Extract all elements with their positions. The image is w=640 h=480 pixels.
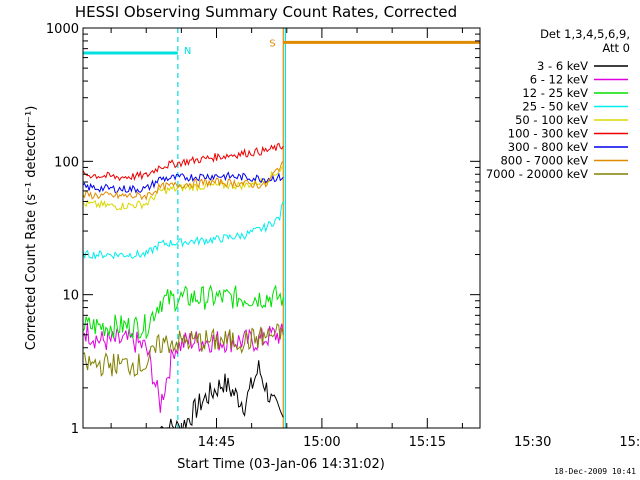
- legend-entry-label: 100 - 300 keV: [508, 127, 588, 141]
- x-tick-label: 14:45: [198, 435, 235, 450]
- legend-header-line2: Att 0: [602, 41, 630, 55]
- series-line-1-segment-1: [540, 186, 640, 428]
- y-tick-label: 10: [62, 289, 79, 304]
- interval-label-n-0: N: [184, 46, 191, 57]
- legend-entry-label: 7000 - 20000 keV: [486, 167, 588, 181]
- y-tick-label: 100: [54, 155, 79, 170]
- legend-entry-label: 800 - 7000 keV: [500, 154, 588, 168]
- series-line-4-segment-0: [83, 166, 284, 211]
- legend-entry-label: 50 - 100 keV: [515, 113, 588, 127]
- y-axis-label: Corrected Count Rate (s⁻¹ detector⁻¹): [24, 106, 39, 351]
- series-5: [83, 142, 284, 182]
- x-tick-label: 15:30: [514, 435, 551, 450]
- x-tick-label: 15:45: [619, 435, 640, 450]
- series-line-0-segment-1: [540, 266, 638, 404]
- series-line-3-segment-0: [83, 201, 284, 260]
- legend-entry-label: 6 - 12 keV: [530, 73, 588, 87]
- x-tick-label: 15:00: [303, 435, 340, 450]
- legend-entry-label: 3 - 6 keV: [537, 59, 588, 73]
- timestamp: 18-Dec-2009 10:41: [554, 467, 636, 476]
- series-8: [83, 323, 640, 378]
- y-tick-label: 1: [71, 422, 79, 437]
- series-line-0-segment-0: [159, 360, 284, 428]
- series-line-2-segment-1: [540, 264, 640, 314]
- y-axis: 1 10 100 1000: [46, 22, 480, 437]
- series-7: [83, 160, 284, 201]
- series-line-6-segment-0: [83, 171, 284, 194]
- legend-entry-label: 25 - 50 keV: [522, 100, 588, 114]
- series-3: [83, 201, 640, 260]
- series-2: [83, 264, 640, 340]
- legend-header-line1: Det 1,3,4,5,6,9,: [540, 27, 630, 41]
- y-tick-label: 1000: [46, 22, 79, 37]
- series-4: [83, 166, 284, 211]
- series-1: [83, 186, 640, 428]
- series-6: [83, 171, 284, 194]
- series-line-7-segment-0: [83, 160, 284, 201]
- x-tick-label: 15:15: [409, 435, 446, 450]
- legend-entry-label: 300 - 800 keV: [508, 140, 588, 154]
- series-line-3-segment-1: [540, 211, 640, 249]
- series-0: [159, 266, 638, 428]
- interval-label-s-2: S: [269, 38, 275, 49]
- plot-area: NNSF: [83, 28, 640, 428]
- series-line-5-segment-0: [83, 142, 284, 182]
- plot-frame: [82, 27, 481, 429]
- series-line-1-segment-0: [83, 322, 284, 413]
- x-axis-label: Start Time (03-Jan-06 14:31:02): [177, 457, 385, 472]
- legend-entry-label: 12 - 25 keV: [522, 86, 588, 100]
- series-line-8-segment-0: [83, 323, 284, 378]
- series-line-2-segment-0: [83, 284, 284, 340]
- series-line-8-segment-1: [540, 330, 640, 367]
- chart-title: HESSI Observing Summary Count Rates, Cor…: [75, 3, 457, 21]
